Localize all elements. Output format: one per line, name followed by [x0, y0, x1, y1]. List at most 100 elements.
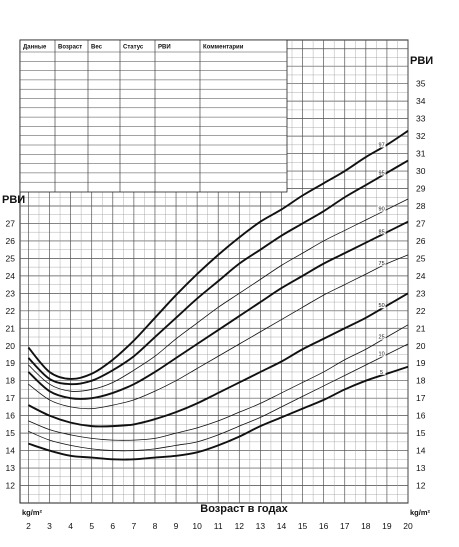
x-tick: 13: [256, 521, 266, 531]
y-tick-left: 25: [6, 253, 16, 263]
percentile-label-bg: [377, 259, 386, 266]
y-tick-right: 15: [416, 428, 426, 438]
x-tick: 3: [47, 521, 52, 531]
x-tick: 12: [235, 521, 245, 531]
y-tick-right: 19: [416, 358, 426, 368]
y-tick-left: 16: [6, 411, 16, 421]
percentile-label-bg: [377, 141, 386, 148]
y-tick-right: 35: [416, 79, 426, 89]
y-tick-right: 25: [416, 253, 426, 263]
x-tick: 16: [319, 521, 329, 531]
y-tick-left: 27: [6, 218, 16, 228]
y-tick-right: 32: [416, 131, 426, 141]
y-tick-right: 16: [416, 411, 426, 421]
y-tick-left: 17: [6, 393, 16, 403]
x-tick: 19: [382, 521, 392, 531]
unit-left: kg/m²: [22, 508, 43, 517]
y-tick-right: 22: [416, 306, 426, 316]
y-tick-right: 13: [416, 463, 426, 473]
percentile-curve-10: [28, 343, 409, 452]
y-tick-right: 24: [416, 271, 426, 281]
y-tick-left: 19: [6, 358, 16, 368]
table-header: Данные: [23, 45, 47, 51]
y-tick-left: 13: [6, 463, 16, 473]
y-tick-left: 18: [6, 376, 16, 386]
percentile-curve-50: [28, 292, 409, 428]
x-tick: 11: [214, 521, 223, 531]
y-tick-left: 23: [6, 288, 16, 298]
percentile-label-5: 5: [380, 370, 383, 376]
y-tick-right: 31: [416, 149, 426, 159]
x-tick: 14: [277, 521, 287, 531]
y-axis-title-left: PBИ: [2, 194, 25, 206]
x-tick: 9: [174, 521, 179, 531]
y-tick-right: 34: [416, 96, 426, 106]
y-tick-left: 22: [6, 306, 16, 316]
x-tick: 15: [298, 521, 308, 531]
y-tick-right: 17: [416, 393, 426, 403]
percentile-curve-90: [28, 198, 409, 392]
y-tick-left: 20: [6, 341, 16, 351]
y-tick-right: 33: [416, 114, 426, 124]
x-axis-title: Возраст в годах: [200, 503, 288, 515]
percentile-label-10: 10: [379, 352, 385, 358]
x-tick: 5: [89, 521, 94, 531]
percentile-label-90: 90: [379, 207, 385, 213]
y-tick-right: 26: [416, 236, 426, 246]
percentile-curve-25: [28, 324, 409, 441]
table-header: Статус: [123, 45, 144, 51]
y-tick-right: 18: [416, 376, 426, 386]
percentile-curve-5: [28, 365, 409, 461]
percentile-label-50: 50: [379, 303, 385, 309]
percentile-label-97: 97: [379, 142, 385, 148]
percentile-label-bg: [377, 333, 386, 340]
y-tick-right: 28: [416, 201, 426, 211]
y-tick-left: 15: [6, 428, 16, 438]
y-tick-left: 21: [6, 323, 16, 333]
percentile-label-bg: [377, 350, 386, 357]
percentile-label-bg: [377, 302, 386, 309]
table-header: Вес: [91, 45, 103, 51]
x-tick: 18: [361, 521, 371, 531]
x-tick: 20: [403, 521, 413, 531]
percentile-label-95: 95: [379, 170, 385, 176]
table-header: Комментарии: [203, 45, 244, 51]
y-tick-left: 14: [6, 446, 16, 456]
x-tick: 10: [192, 521, 202, 531]
percentile-label-bg: [377, 228, 386, 235]
percentile-curve-95: [27, 159, 409, 386]
y-tick-right: 23: [416, 288, 426, 298]
y-tick-right: 12: [416, 481, 426, 491]
y-tick-right: 27: [416, 218, 426, 228]
x-tick: 4: [68, 521, 73, 531]
percentile-label-bg: [377, 205, 386, 212]
percentile-label-bg: [377, 169, 386, 176]
percentile-label-75: 75: [379, 261, 385, 267]
y-tick-right: 21: [416, 323, 426, 333]
y-tick-right: 30: [416, 166, 426, 176]
table-header: Возраст: [58, 45, 82, 51]
data-table: [19, 39, 288, 193]
y-tick-right: 14: [416, 446, 426, 456]
y-axis-title-right: PBИ: [410, 55, 433, 67]
x-tick: 6: [110, 521, 115, 531]
percentile-label-85: 85: [379, 229, 385, 235]
percentile-label-bg: [377, 368, 386, 375]
x-tick: 8: [153, 521, 158, 531]
x-tick: 17: [340, 521, 350, 531]
percentile-label-25: 25: [379, 335, 385, 341]
y-tick-right: 20: [416, 341, 426, 351]
table-header: PBИ: [158, 45, 171, 51]
percentile-curve-85: [27, 220, 409, 400]
y-tick-left: 12: [6, 481, 16, 491]
y-tick-right: 29: [416, 184, 426, 194]
unit-right: kg/m²: [410, 508, 431, 517]
percentile-curve-75: [28, 254, 409, 410]
x-tick: 7: [132, 521, 137, 531]
y-tick-left: 26: [6, 236, 16, 246]
y-tick-left: 24: [6, 271, 16, 281]
percentile-curve-97: [27, 130, 409, 380]
x-tick: 2: [26, 521, 31, 531]
